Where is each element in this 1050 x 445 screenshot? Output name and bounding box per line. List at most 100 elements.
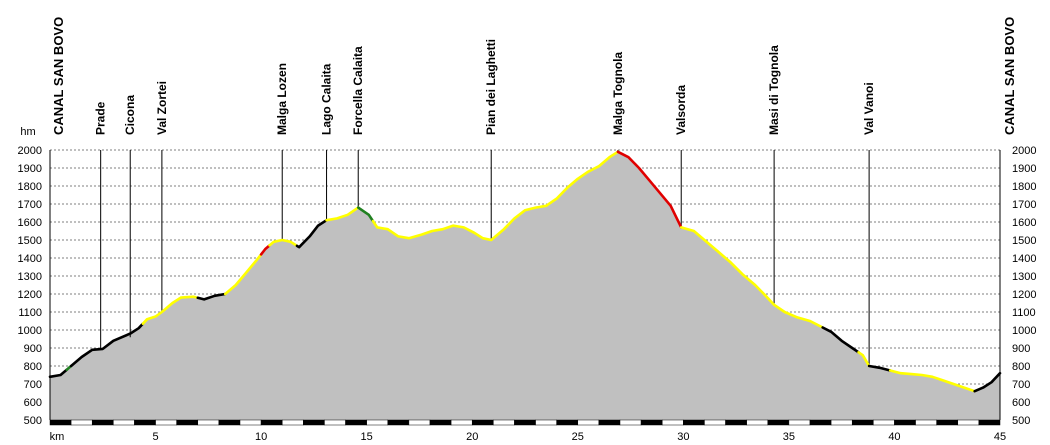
km-bar-segment <box>49 419 72 426</box>
route-segment <box>616 150 683 229</box>
y-tick-label-left: 2000 <box>18 145 42 157</box>
km-bar-segment <box>683 419 705 426</box>
y-tick-label-right: 1300 <box>1012 271 1036 283</box>
y-tick-label-right: 1400 <box>1012 253 1036 265</box>
km-bar-segment <box>324 419 346 426</box>
km-bar-segment <box>851 419 874 426</box>
km-bar-segment <box>873 419 895 426</box>
waypoint-label: Lago Calaita <box>320 63 334 135</box>
route-segment <box>821 326 860 354</box>
route-segment <box>48 368 69 379</box>
route-segment <box>325 206 360 222</box>
km-bar-segment <box>113 419 135 426</box>
km-bar-segment <box>176 419 199 426</box>
end-label: CANAL SAN BOVO <box>1002 17 1017 135</box>
y-tick-label-right: 1200 <box>1012 289 1036 301</box>
x-axis-label: km <box>50 431 65 443</box>
y-tick-label-left: 1900 <box>18 163 42 175</box>
y-tick-label-right: 1600 <box>1012 217 1036 229</box>
km-bar-segment <box>70 419 93 426</box>
km-bar-segment <box>661 419 684 426</box>
route-segment <box>679 226 824 329</box>
route-segment <box>268 238 299 248</box>
waypoint-label: Masi di Tognola <box>767 45 781 135</box>
y-tick-label-left: 900 <box>24 343 42 355</box>
km-bar-segment <box>155 419 177 426</box>
waypoint-label: Val Vanoi <box>862 82 876 135</box>
y-tick-label-left: 1600 <box>18 217 42 229</box>
x-tick-label: 5 <box>152 431 158 443</box>
km-bar-segment <box>450 419 473 426</box>
y-tick-label-left: 700 <box>24 379 42 391</box>
start-label: CANAL SAN BOVO <box>51 17 66 135</box>
km-bar-segment <box>218 419 241 426</box>
km-bar-segment <box>556 419 579 426</box>
route-segment <box>888 369 976 393</box>
route-segment <box>973 371 1002 393</box>
km-bar-segment <box>619 419 642 426</box>
waypoint-label: Val Zortei <box>155 81 169 135</box>
x-tick-label: 30 <box>677 431 689 443</box>
route-segments <box>48 150 1002 393</box>
km-bar-segment <box>260 419 283 426</box>
x-tick-label: 20 <box>466 431 478 443</box>
axes <box>49 150 1001 426</box>
elevation-area <box>50 151 1000 421</box>
y-tick-label-left: 1300 <box>18 271 42 283</box>
km-bar-segment <box>387 419 410 426</box>
route-segment <box>259 244 271 256</box>
km-bar-segment <box>598 419 621 426</box>
labels: 500 500 600 600 700 700 800 800 900 900 1000 1000 11… <box>18 17 1037 443</box>
x-tick-label: 40 <box>888 431 900 443</box>
km-bar-segment <box>788 419 811 426</box>
km-bar-segment <box>514 419 536 426</box>
y-tick-label-right: 1500 <box>1012 235 1036 247</box>
km-bar-segment <box>429 419 452 426</box>
x-tick-label: 15 <box>361 431 373 443</box>
y-tick-label-left: 600 <box>24 397 42 409</box>
km-bar-segment <box>535 419 557 426</box>
x-tick-label: 10 <box>255 431 267 443</box>
km-bar-segment <box>303 419 325 426</box>
km-bar-segment <box>471 419 494 426</box>
y-tick-label-right: 500 <box>1012 415 1030 427</box>
km-bar-segment <box>493 419 515 426</box>
y-tick-label-right: 1800 <box>1012 181 1036 193</box>
y-tick-label-left: 1500 <box>18 235 42 247</box>
y-tick-label-left: 1000 <box>18 325 42 337</box>
waypoint-lines <box>100 150 870 366</box>
km-bar-segment <box>809 419 832 426</box>
y-tick-label-right: 1000 <box>1012 325 1036 337</box>
y-tick-label-left: 1200 <box>18 289 42 301</box>
route-segment <box>69 322 145 368</box>
km-bar-segment <box>577 419 600 426</box>
km-bar-segment <box>767 419 790 426</box>
y-tick-label-right: 1900 <box>1012 163 1036 175</box>
km-bar-segment <box>957 419 980 426</box>
waypoint-label: Malga Lozen <box>275 63 289 135</box>
y-tick-label-right: 800 <box>1012 361 1030 373</box>
y-tick-label-right: 1100 <box>1012 307 1036 319</box>
route-segment <box>295 218 328 249</box>
km-bar-segment <box>239 419 262 426</box>
route-segment <box>141 295 200 325</box>
km-bar-segment <box>936 419 959 426</box>
route-segment <box>223 253 263 296</box>
km-bar-segment <box>91 419 114 426</box>
waypoint-label: Pian dei Laghetti <box>484 39 498 135</box>
y-tick-label-right: 600 <box>1012 397 1030 409</box>
x-tick-label: 45 <box>994 431 1006 443</box>
km-bar-segment <box>915 419 937 426</box>
x-tick-label: 25 <box>572 431 584 443</box>
waypoint-label: Cicona <box>123 95 137 135</box>
km-bar-segment <box>978 419 1001 426</box>
km-bar-segment <box>366 419 389 426</box>
km-bar-segment <box>830 419 853 426</box>
y-tick-label-left: 1400 <box>18 253 42 265</box>
waypoint-label: Prade <box>94 101 108 135</box>
km-bar-segment <box>746 419 769 426</box>
y-tick-label-right: 900 <box>1012 343 1030 355</box>
y-tick-label-right: 700 <box>1012 379 1030 391</box>
km-bar-segment <box>281 419 304 426</box>
km-bar-segment <box>894 419 916 426</box>
